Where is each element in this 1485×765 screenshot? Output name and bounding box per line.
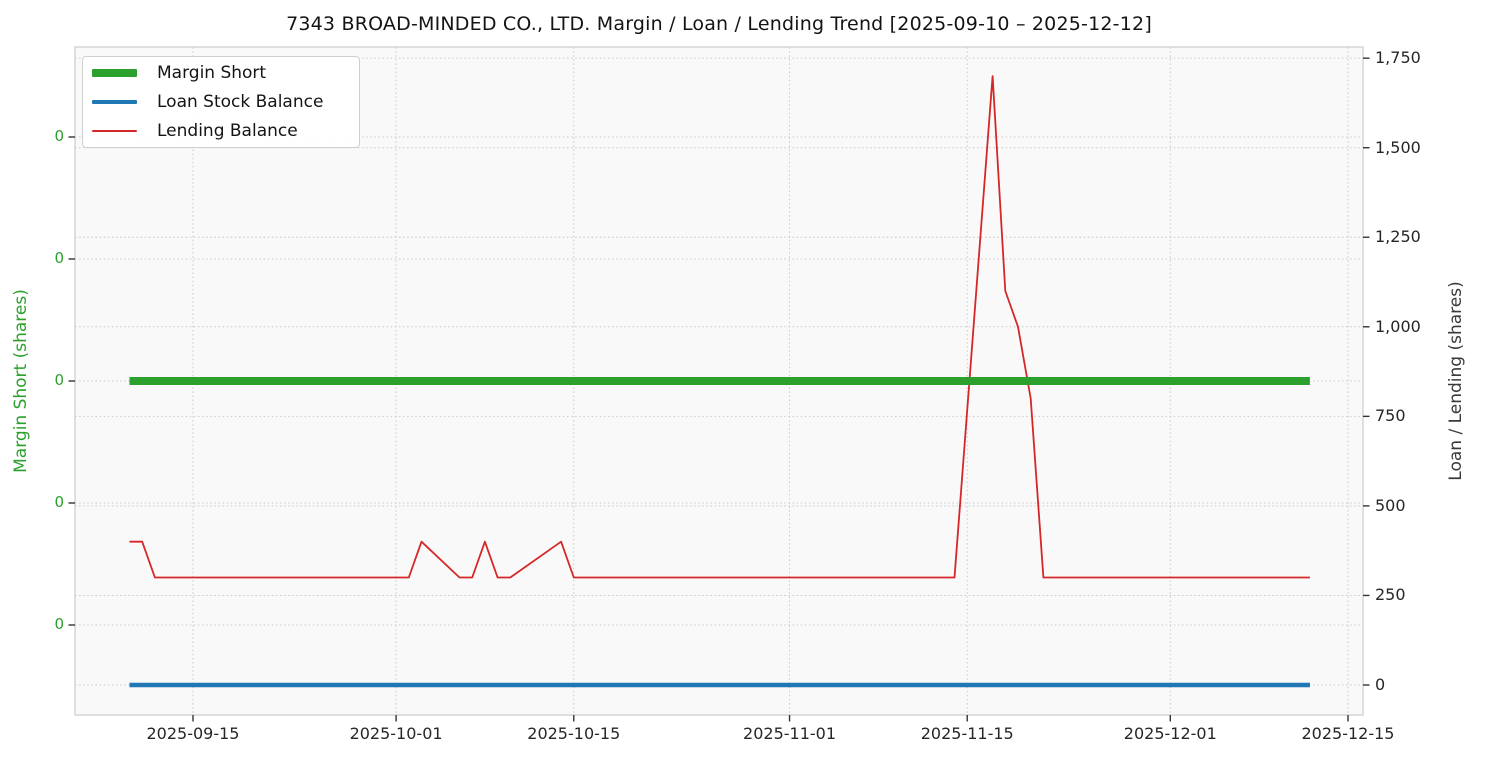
margin-short-line-swatch <box>92 69 137 78</box>
left-axis-tick-label: 0 <box>54 615 64 633</box>
right-axis-tick-label: 0 <box>1375 675 1386 694</box>
legend-item-margin-short: Margin Short <box>83 59 359 88</box>
left-axis-tick-label: 0 <box>54 493 64 511</box>
left-axis-tick-label: 0 <box>54 249 64 267</box>
legend: Margin Short Loan Stock Balance Lending … <box>82 56 360 148</box>
right-axis-tick-label: 1,250 <box>1375 227 1421 247</box>
left-axis-tick-label: 0 <box>54 371 64 389</box>
x-axis-tick-label: 2025-10-15 <box>527 724 621 743</box>
x-axis-tick-label: 2025-10-01 <box>349 724 443 743</box>
loan-stock-balance-line-swatch <box>92 99 137 105</box>
left-axis-tick-label: 0 <box>54 127 64 145</box>
right-axis-tick-label: 500 <box>1375 495 1406 515</box>
x-axis-tick-label: 2025-12-15 <box>1301 724 1395 743</box>
legend-item-loan-stock-balance: Loan Stock Balance <box>83 88 359 117</box>
x-axis-tick-label: 2025-09-15 <box>146 724 240 743</box>
right-axis-tick-label: 1,750 <box>1375 48 1421 68</box>
x-axis-tick-label: 2025-12-01 <box>1123 724 1217 743</box>
legend-label-margin-short: Margin Short <box>157 63 267 84</box>
right-axis-tick-label: 250 <box>1375 585 1406 605</box>
right-axis-tick-label: 750 <box>1375 406 1406 426</box>
lending-balance-line <box>129 75 1310 579</box>
x-axis-tick-label: 2025-11-01 <box>743 724 837 743</box>
legend-label-loan-stock-balance: Loan Stock Balance <box>157 92 324 112</box>
legend-label-lending-balance: Lending Balance <box>157 120 298 141</box>
right-axis-label: Loan / Lending (shares) <box>1446 281 1466 481</box>
legend-item-lending-balance: Lending Balance <box>83 116 359 145</box>
x-axis-tick-label: 2025-11-15 <box>920 724 1014 743</box>
right-axis-tick-label: 1,000 <box>1375 316 1421 336</box>
right-axis-tick-label: 1,500 <box>1375 137 1421 157</box>
chart-title: 7343 BROAD-MINDED CO., LTD. Margin / Loa… <box>286 13 1152 35</box>
lending-balance-line-swatch <box>92 129 137 132</box>
